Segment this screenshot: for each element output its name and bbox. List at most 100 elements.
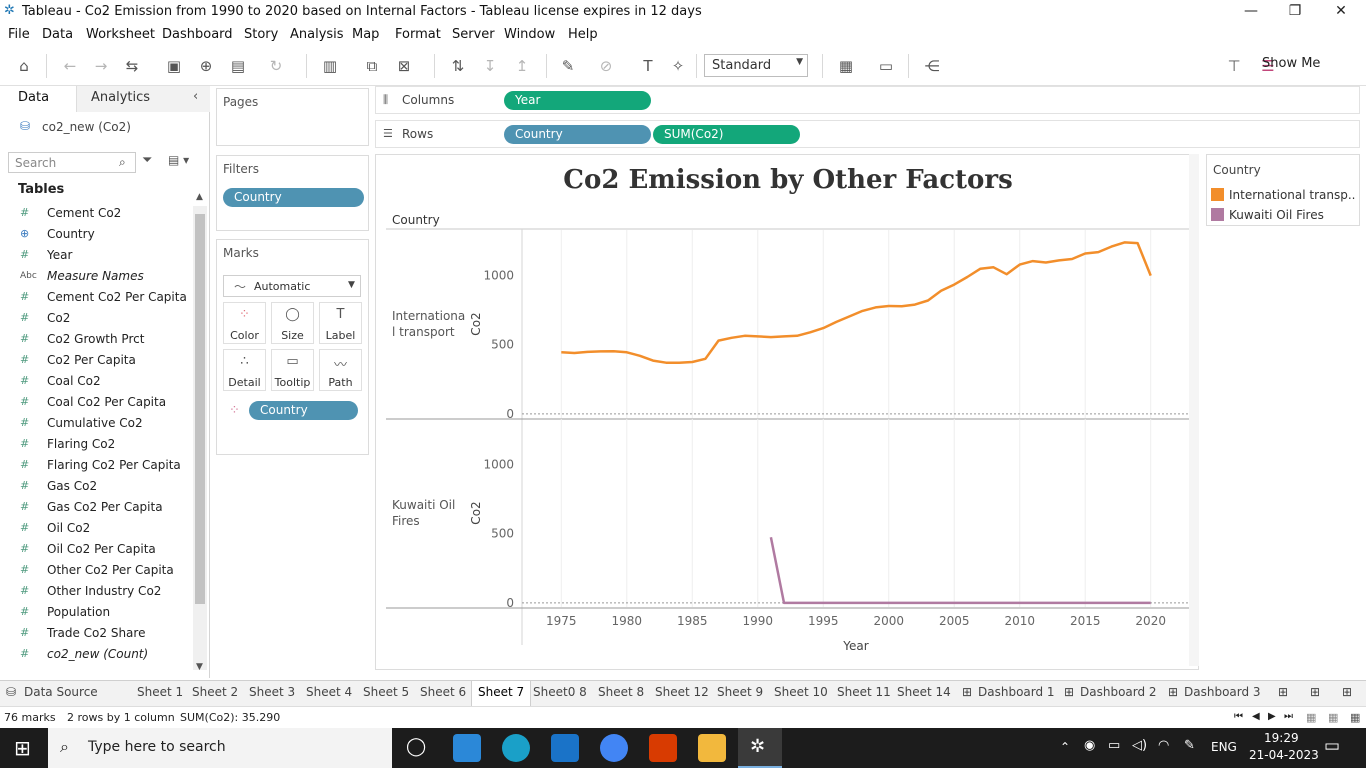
- last-sheet-icon[interactable]: ⏭: [1284, 711, 1293, 722]
- new-worksheet-icon[interactable]: ▥: [322, 57, 338, 75]
- field-item[interactable]: # Co2: [0, 308, 194, 329]
- new-dashboard-tab-icon[interactable]: ⊞: [1310, 685, 1321, 699]
- field-item[interactable]: # Flaring Co2 Per Capita: [0, 455, 194, 476]
- field-item[interactable]: # Cement Co2: [0, 203, 194, 224]
- tab-sheet-7[interactable]: Sheet 7: [471, 681, 532, 707]
- field-item[interactable]: Abc Measure Names: [0, 266, 194, 287]
- field-item[interactable]: # Coal Co2: [0, 371, 194, 392]
- fit-select[interactable]: Standard ▼: [704, 54, 808, 77]
- notification-icon[interactable]: ▭: [1324, 736, 1341, 756]
- new-story-tab-icon[interactable]: ⊞: [1342, 685, 1353, 699]
- tab-sheet-3[interactable]: Sheet 3: [249, 685, 296, 699]
- line-chart[interactable]: Country 0 500 1000 Internationa l transport Co…: [376, 155, 1200, 671]
- tray-app-icon[interactable]: ◉: [1084, 738, 1096, 753]
- mail-icon[interactable]: [551, 734, 579, 762]
- view-scrollbar[interactable]: [1189, 154, 1199, 666]
- wifi-icon[interactable]: ◠: [1158, 738, 1170, 753]
- collapse-pane-icon[interactable]: ‹: [193, 89, 199, 104]
- tab-sheet-10[interactable]: Sheet 10: [774, 685, 828, 699]
- tab-sheet-5[interactable]: Sheet 5: [363, 685, 410, 699]
- rows-pill-country[interactable]: Country: [504, 125, 651, 144]
- group-icon[interactable]: ⊘: [599, 57, 613, 75]
- field-item[interactable]: # Co2 Per Capita: [0, 350, 194, 371]
- clear-sheet-icon[interactable]: ⊠: [397, 57, 411, 75]
- field-item[interactable]: # Other Co2 Per Capita: [0, 560, 194, 581]
- size-button[interactable]: ◯ Size: [271, 302, 314, 344]
- volume-icon[interactable]: ◁): [1132, 738, 1148, 753]
- labels-icon[interactable]: T: [643, 57, 653, 75]
- tab-sheet0-8[interactable]: Sheet0 8: [533, 685, 587, 699]
- tab-sheet-14[interactable]: Sheet 14: [897, 685, 951, 699]
- filter-pill-country[interactable]: Country: [223, 188, 364, 207]
- menu-story[interactable]: Story: [244, 27, 279, 42]
- swap-icon[interactable]: ⇅: [451, 57, 465, 75]
- color-legend[interactable]: Country International transp.. Kuwaiti O…: [1206, 154, 1360, 226]
- prev-sheet-icon[interactable]: ◀: [1252, 711, 1260, 722]
- menu-map[interactable]: Map: [352, 27, 380, 42]
- tooltip-button[interactable]: ▭ Tooltip: [271, 349, 314, 391]
- first-sheet-icon[interactable]: ⏮: [1234, 711, 1243, 722]
- battery-icon[interactable]: ▭: [1108, 738, 1121, 753]
- field-item[interactable]: # Coal Co2 Per Capita: [0, 392, 194, 413]
- highlight-icon[interactable]: ✎: [561, 57, 575, 75]
- sort-ascending-icon[interactable]: ↧: [483, 57, 497, 75]
- field-item[interactable]: # Gas Co2: [0, 476, 194, 497]
- color-button[interactable]: ⁘ Color: [223, 302, 266, 344]
- menu-analysis[interactable]: Analysis: [290, 27, 344, 42]
- marks-pill-country[interactable]: Country: [249, 401, 358, 420]
- new-worksheet-tab-icon[interactable]: ⊞: [1278, 685, 1289, 699]
- field-item[interactable]: # Flaring Co2: [0, 434, 194, 455]
- save-icon[interactable]: ▣: [166, 57, 182, 75]
- sort-descending-icon[interactable]: ↥: [515, 57, 529, 75]
- field-item[interactable]: ⊕ Country: [0, 224, 194, 245]
- field-item[interactable]: # Year: [0, 245, 194, 266]
- legend-label-kuwaiti-oil-fires[interactable]: Kuwaiti Oil Fires: [1229, 208, 1324, 222]
- show-tabs-icon[interactable]: ▦: [1328, 711, 1339, 724]
- tab-sheet-11[interactable]: Sheet 11: [837, 685, 891, 699]
- taskbar-search-input[interactable]: ⌕ Type here to search: [48, 728, 392, 768]
- tab-sheet-12[interactable]: Sheet 12: [655, 685, 709, 699]
- scroll-up-icon[interactable]: ▲: [196, 192, 203, 202]
- tab-dashboard-1[interactable]: Dashboard 1: [978, 685, 1055, 699]
- edge-icon[interactable]: [502, 734, 530, 762]
- store-icon[interactable]: [453, 734, 481, 762]
- replay-icon[interactable]: ⇆: [125, 57, 139, 75]
- file-explorer-icon[interactable]: [698, 734, 726, 762]
- menu-format[interactable]: Format: [395, 27, 441, 42]
- rows-shelf[interactable]: ☰ Rows Country SUM(Co2): [375, 120, 1360, 148]
- office-icon[interactable]: [649, 734, 677, 762]
- tab-sheet-2[interactable]: Sheet 2: [192, 685, 239, 699]
- share-icon[interactable]: ⋲: [924, 57, 940, 75]
- field-item[interactable]: # Co2 Growth Prct: [0, 329, 194, 350]
- undo-icon[interactable]: ←: [63, 57, 77, 75]
- scroll-down-icon[interactable]: ▼: [196, 662, 203, 672]
- chrome-icon[interactable]: [600, 734, 628, 762]
- clock-date[interactable]: 21-04-2023: [1249, 748, 1319, 762]
- show-filmstrip-icon[interactable]: ▦: [1306, 711, 1317, 724]
- field-item[interactable]: # Gas Co2 Per Capita: [0, 497, 194, 518]
- field-item[interactable]: # Oil Co2: [0, 518, 194, 539]
- show-me-button[interactable]: Show Me: [1262, 56, 1321, 71]
- format-painter-icon[interactable]: ⊤: [1227, 57, 1241, 75]
- menu-dashboard[interactable]: Dashboard: [162, 27, 233, 42]
- tab-sheet-4[interactable]: Sheet 4: [306, 685, 353, 699]
- presentation-icon[interactable]: ▭: [878, 57, 894, 75]
- tableau-taskbar-button[interactable]: ✲: [738, 728, 782, 768]
- menu-file[interactable]: File: [8, 27, 30, 42]
- field-item[interactable]: # Other Industry Co2: [0, 581, 194, 602]
- field-scrollbar-thumb[interactable]: [195, 214, 205, 604]
- filter-fields-icon[interactable]: ⏷: [142, 153, 153, 168]
- detail-button[interactable]: ∴ Detail: [223, 349, 266, 391]
- field-item[interactable]: # co2_new (Count): [0, 644, 194, 663]
- field-item[interactable]: # Cement Co2 Per Capita: [0, 287, 194, 308]
- tab-dashboard-2[interactable]: Dashboard 2: [1080, 685, 1157, 699]
- path-button[interactable]: 〰 Path: [319, 349, 362, 391]
- windows-start-icon[interactable]: ⊞: [14, 736, 31, 760]
- restore-button[interactable]: ❐: [1288, 3, 1302, 19]
- pages-card[interactable]: Pages: [216, 88, 369, 146]
- tab-sheet-1[interactable]: Sheet 1: [137, 685, 184, 699]
- new-datasource-icon[interactable]: ⊕: [199, 57, 213, 75]
- fix-axes-icon[interactable]: ✧: [671, 57, 685, 75]
- tab-data-source[interactable]: Data Source: [24, 685, 98, 699]
- task-view-icon[interactable]: ◯: [406, 736, 427, 757]
